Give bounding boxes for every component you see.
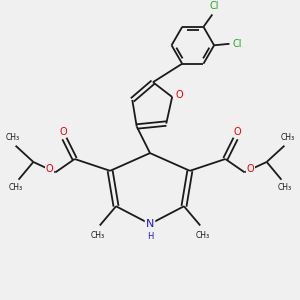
Text: O: O [46,164,53,174]
Text: Cl: Cl [233,39,242,49]
Text: H: H [147,232,153,241]
Text: CH₃: CH₃ [280,133,294,142]
Text: CH₃: CH₃ [277,183,292,192]
Text: O: O [59,127,67,137]
Text: O: O [247,164,254,174]
Text: Cl: Cl [209,1,219,11]
Text: CH₃: CH₃ [6,133,20,142]
Text: N: N [146,219,154,229]
Text: CH₃: CH₃ [8,183,23,192]
Text: O: O [233,127,241,137]
Text: CH₃: CH₃ [90,231,104,240]
Text: CH₃: CH₃ [196,231,210,240]
Text: O: O [176,91,183,100]
